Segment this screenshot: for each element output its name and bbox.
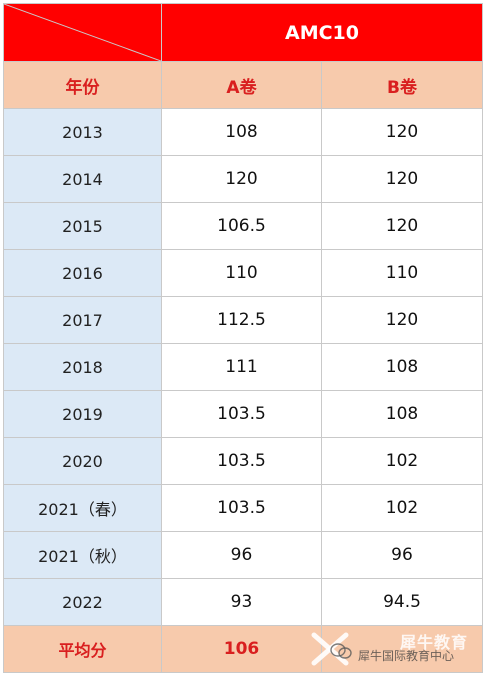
table-row: 2017 112.5 120	[3, 296, 483, 344]
year-cell: 2022	[3, 578, 162, 626]
b-score-cell: 108	[321, 343, 483, 391]
table-row: 2020 103.5 102	[3, 437, 483, 485]
year-cell: 2016	[3, 249, 162, 297]
table-title: AMC10	[161, 3, 483, 62]
amc10-score-table: AMC10 年份 A卷 B卷 2013 108 120 2014 120 120…	[3, 3, 483, 673]
year-cell: 2020	[3, 437, 162, 485]
year-cell: 2014	[3, 155, 162, 203]
average-a-score: 106	[161, 625, 322, 673]
a-score-cell: 106.5	[161, 202, 322, 250]
column-header-a: A卷	[161, 61, 322, 109]
table-row: 2019 103.5 108	[3, 390, 483, 438]
table-row: 2022 93 94.5	[3, 578, 483, 626]
b-score-cell: 108	[321, 390, 483, 438]
a-score-cell: 103.5	[161, 484, 322, 532]
year-cell: 2013	[3, 108, 162, 156]
b-score-cell: 120	[321, 202, 483, 250]
b-score-cell: 102	[321, 437, 483, 485]
average-row: 平均分 106	[3, 625, 483, 673]
header-row: 年份 A卷 B卷	[3, 61, 483, 109]
a-score-cell: 112.5	[161, 296, 322, 344]
a-score-cell: 93	[161, 578, 322, 626]
average-b-score	[321, 625, 483, 673]
table-row: 2021（春） 103.5 102	[3, 484, 483, 532]
a-score-cell: 96	[161, 531, 322, 579]
year-cell: 2021（春）	[3, 484, 162, 532]
table-row: 2018 111 108	[3, 343, 483, 391]
b-score-cell: 96	[321, 531, 483, 579]
a-score-cell: 111	[161, 343, 322, 391]
table-row: 2021（秋） 96 96	[3, 531, 483, 579]
a-score-cell: 110	[161, 249, 322, 297]
a-score-cell: 108	[161, 108, 322, 156]
diagonal-corner-cell	[3, 3, 162, 62]
table-row: 2013 108 120	[3, 108, 483, 156]
year-cell: 2019	[3, 390, 162, 438]
diagonal-line-icon	[4, 4, 161, 61]
a-score-cell: 120	[161, 155, 322, 203]
table-row: 2016 110 110	[3, 249, 483, 297]
table-row: 2014 120 120	[3, 155, 483, 203]
year-cell: 2021（秋）	[3, 531, 162, 579]
year-cell: 2015	[3, 202, 162, 250]
b-score-cell: 120	[321, 296, 483, 344]
b-score-cell: 120	[321, 155, 483, 203]
title-row: AMC10	[3, 3, 483, 62]
b-score-cell: 110	[321, 249, 483, 297]
table-row: 2015 106.5 120	[3, 202, 483, 250]
average-label: 平均分	[3, 625, 162, 673]
column-header-b: B卷	[321, 61, 483, 109]
a-score-cell: 103.5	[161, 390, 322, 438]
b-score-cell: 102	[321, 484, 483, 532]
column-header-year: 年份	[3, 61, 162, 109]
b-score-cell: 94.5	[321, 578, 483, 626]
a-score-cell: 103.5	[161, 437, 322, 485]
year-cell: 2018	[3, 343, 162, 391]
year-cell: 2017	[3, 296, 162, 344]
b-score-cell: 120	[321, 108, 483, 156]
